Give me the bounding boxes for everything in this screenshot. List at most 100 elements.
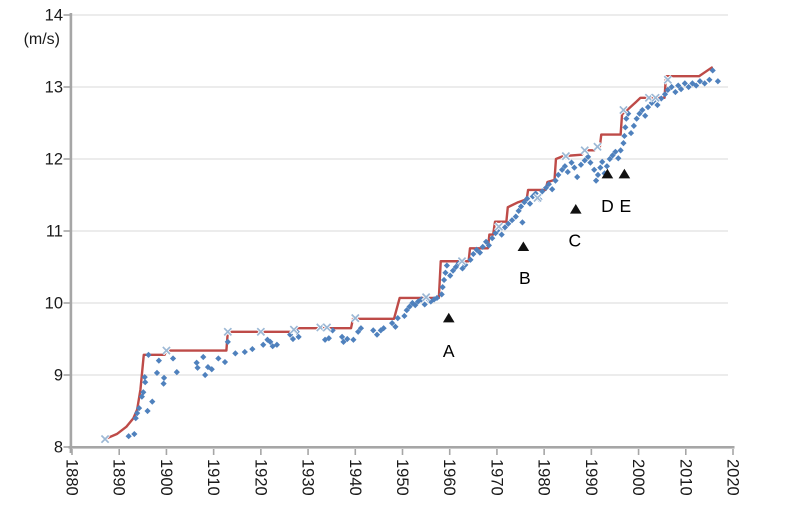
event-label-b: B — [519, 268, 531, 288]
data-point-diamond — [232, 350, 239, 357]
data-point-diamond — [594, 171, 602, 178]
data-point-diamond — [169, 355, 177, 362]
data-point-diamond — [515, 207, 522, 214]
data-point-diamond — [321, 336, 329, 343]
data-point-diamond — [625, 110, 632, 117]
data-point-diamond — [621, 132, 628, 140]
data-point-diamond — [485, 242, 493, 249]
data-point-diamond — [529, 193, 536, 200]
data-point-diamond — [592, 177, 600, 184]
data-point-diamond — [131, 430, 138, 438]
data-point-diamond — [155, 357, 162, 364]
data-point-diamond — [558, 166, 566, 173]
record-marker-x — [223, 327, 233, 337]
data-point-diamond — [208, 366, 215, 373]
data-point-diamond — [141, 374, 148, 381]
data-point-diamond — [512, 213, 519, 220]
data-point-diamond — [273, 341, 281, 348]
data-point-diamond — [267, 338, 274, 345]
data-point-diamond — [264, 336, 271, 343]
data-point-diamond — [709, 67, 716, 74]
data-point-diamond — [452, 263, 459, 271]
data-point-diamond — [467, 256, 474, 263]
event-label-c: C — [569, 230, 582, 250]
x-axis-line — [68, 446, 735, 449]
data-point-diamond — [380, 325, 387, 332]
event-triangle-c — [569, 204, 582, 214]
data-point-diamond — [149, 398, 156, 405]
data-point-diamond — [591, 166, 598, 173]
data-point-diamond — [350, 336, 357, 343]
data-point-diamond — [134, 410, 141, 417]
x-tick-label: 1940 — [346, 459, 364, 496]
data-point-diamond — [401, 312, 408, 320]
record-marker-x — [663, 75, 673, 85]
data-point-diamond — [623, 115, 630, 122]
data-point-diamond — [138, 393, 145, 400]
data-point-diamond — [636, 110, 643, 117]
data-point-diamond — [639, 106, 646, 114]
data-point-diamond — [615, 155, 622, 162]
data-point-diamond — [627, 129, 635, 137]
data-point-diamond — [202, 371, 209, 379]
x-tick-label: 1990 — [582, 459, 600, 496]
y-axis-unit-label: (m/s) — [23, 31, 60, 48]
data-point-diamond — [479, 243, 486, 250]
data-point-diamond — [329, 327, 336, 334]
record-marker-x — [100, 434, 110, 444]
data-point-diamond — [215, 355, 222, 362]
y-tick-label: 12 — [45, 151, 63, 169]
data-point-diamond — [672, 88, 679, 96]
x-tick-label: 1900 — [157, 459, 175, 496]
data-point-diamond — [204, 363, 212, 371]
event-label-e: E — [620, 196, 632, 216]
data-point-diamond — [394, 315, 401, 322]
data-point-diamond — [555, 171, 562, 178]
data-point-diamond — [338, 333, 346, 340]
y-tick-label: 13 — [45, 79, 63, 97]
data-point-diamond — [545, 181, 552, 188]
data-point-diamond — [355, 328, 362, 335]
data-point-diamond — [295, 333, 302, 340]
data-point-diamond — [482, 238, 490, 245]
data-point-diamond — [701, 80, 708, 87]
data-point-diamond — [542, 184, 550, 191]
data-point-diamond — [644, 104, 652, 111]
data-point-diamond — [568, 159, 575, 166]
data-point-diamond — [549, 186, 556, 193]
data-point-diamond — [584, 153, 592, 160]
data-point-diamond — [373, 331, 381, 338]
data-point-diamond — [392, 323, 399, 330]
data-point-diamond — [492, 230, 499, 237]
x-tick-label: 2020 — [724, 459, 742, 496]
data-point-diamond — [340, 338, 347, 345]
event-label-d: D — [601, 196, 614, 216]
data-point-diamond — [597, 164, 604, 171]
y-axis-line — [69, 13, 73, 453]
record-marker-x — [619, 105, 628, 115]
data-point-diamond — [440, 276, 448, 284]
data-point-diamond — [289, 335, 297, 343]
y-tick-label: 11 — [46, 223, 63, 241]
data-point-diamond — [443, 262, 450, 269]
data-point-diamond — [552, 177, 559, 184]
record-marker-x — [162, 346, 171, 355]
record-marker-x — [457, 257, 467, 266]
data-point-diamond — [421, 301, 428, 308]
x-tick-label: 1960 — [440, 459, 458, 496]
data-point-diamond — [194, 364, 201, 371]
data-point-diamond — [633, 115, 640, 122]
record-marker-x — [289, 325, 299, 334]
data-point-diamond — [571, 164, 578, 171]
data-point-diamond — [642, 112, 649, 119]
data-point-diamond — [539, 188, 546, 195]
record-marker-x — [421, 293, 431, 302]
data-point-diamond — [153, 369, 161, 376]
record-marker-x — [580, 146, 589, 155]
data-point-diamond — [140, 389, 147, 396]
event-triangle-a — [442, 312, 455, 323]
data-point-diamond — [617, 147, 624, 154]
data-point-diamond — [344, 335, 351, 343]
data-point-diamond — [459, 265, 466, 272]
data-point-diamond — [606, 155, 613, 163]
